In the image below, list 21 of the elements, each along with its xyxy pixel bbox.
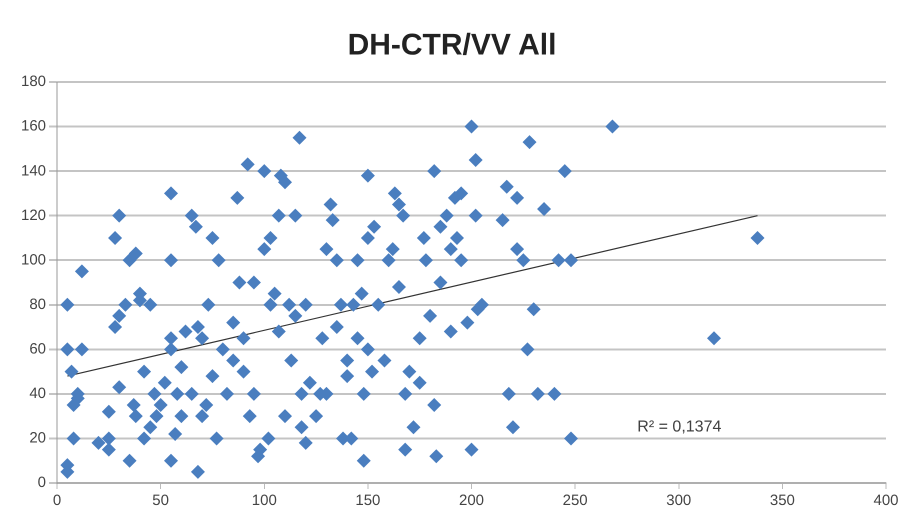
x-tick-label: 200 bbox=[459, 492, 484, 510]
y-tick-label: 160 bbox=[20, 118, 46, 135]
chart-title: DH-CTR/VV All bbox=[348, 28, 556, 62]
y-tick-label: 180 bbox=[20, 73, 46, 90]
annotation: R² = 0,1374 bbox=[637, 418, 722, 436]
y-tick-label: 120 bbox=[20, 206, 46, 224]
x-tick-label: 250 bbox=[562, 492, 588, 510]
x-tick-label: 400 bbox=[873, 492, 899, 510]
y-tick-label: 20 bbox=[29, 430, 46, 447]
x-tick-label: 0 bbox=[52, 492, 62, 510]
y-tick-label: 140 bbox=[20, 162, 46, 180]
y-tick-label: 80 bbox=[29, 296, 46, 313]
x-tick-label: 100 bbox=[252, 492, 277, 510]
y-tick-label: 40 bbox=[29, 385, 46, 402]
y-tick-label: 0 bbox=[38, 474, 46, 492]
x-tick-label: 50 bbox=[152, 492, 169, 510]
y-tick-label: 100 bbox=[20, 251, 46, 268]
x-tick-label: 150 bbox=[355, 492, 380, 510]
x-tick-label: 300 bbox=[666, 492, 692, 510]
y-tick-label: 60 bbox=[29, 340, 46, 358]
x-tick-label: 350 bbox=[770, 492, 795, 510]
